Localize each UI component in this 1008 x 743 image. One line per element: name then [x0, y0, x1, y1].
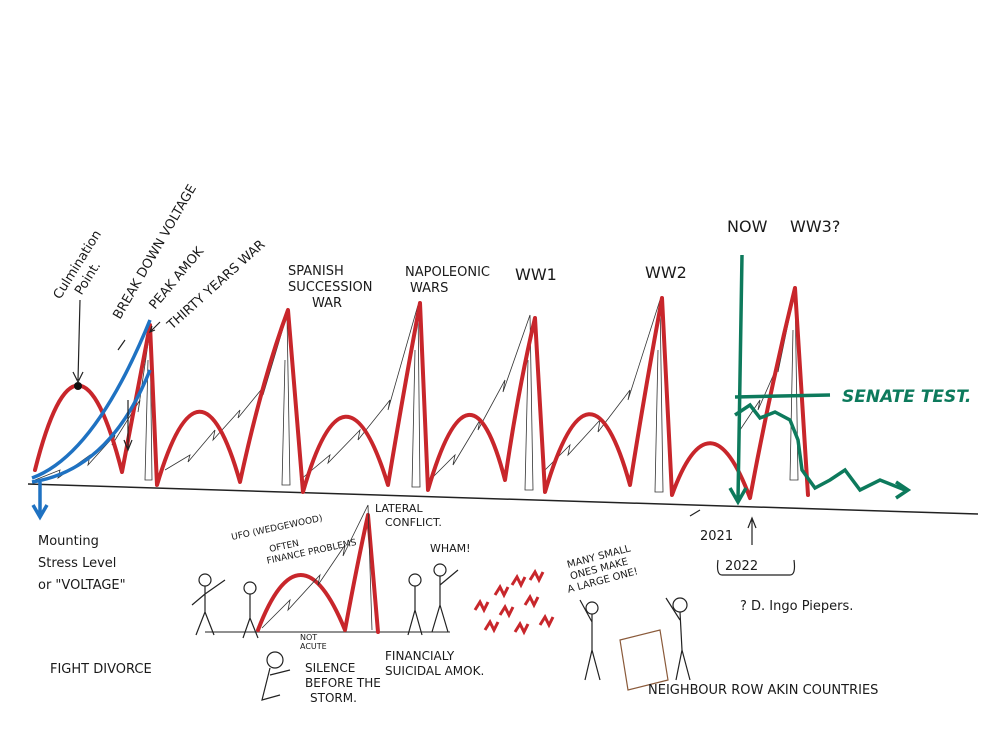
- label-line: Stress Level: [38, 556, 116, 571]
- label-line: NOT: [300, 633, 317, 642]
- label: ? D. Ingo Piepers.: [740, 599, 853, 614]
- label-line: STORM.: [310, 691, 357, 705]
- stress-wave: [33, 286, 810, 500]
- label-line: SUICIDAL AMOK.: [385, 664, 484, 678]
- label-line: SILENCE: [305, 661, 355, 675]
- label-line: ACUTE: [300, 642, 327, 651]
- label-line: NAPOLEONIC: [405, 265, 490, 280]
- label-line: CONFLICT.: [385, 516, 442, 529]
- voltage-lines: [31, 319, 152, 521]
- label-line: WARS: [410, 281, 448, 296]
- label: WHAM!: [430, 542, 471, 555]
- hatching: [34, 289, 799, 493]
- label-line: or "VOLTAGE": [38, 578, 126, 593]
- label-line: SUCCESSION: [288, 280, 372, 295]
- label: NOW: [727, 217, 768, 236]
- label: 2021: [700, 529, 733, 544]
- label: FIGHT DIVORCE: [50, 662, 152, 677]
- baseline: [27, 483, 979, 515]
- label: FINANCIALY SUICIDAL AMOK.: [385, 649, 484, 678]
- label: Mounting Stress Level or "VOLTAGE": [38, 534, 126, 593]
- arrows: [72, 299, 796, 576]
- small-conflicts: [473, 568, 555, 636]
- label: NOT ACUTE: [300, 633, 327, 651]
- label-line: LATERAL: [375, 502, 423, 515]
- figures: [191, 563, 691, 701]
- label: WW3?: [790, 217, 840, 236]
- label-line: BEFORE THE: [305, 676, 381, 690]
- label: SENATE TEST.: [842, 387, 971, 407]
- label: WW2: [645, 263, 687, 282]
- mini-wave: [256, 513, 380, 634]
- label-line: Mounting: [38, 534, 99, 549]
- label: LATERAL CONFLICT.: [375, 502, 442, 529]
- label: SPANISH SUCCESSION WAR: [288, 264, 372, 311]
- mini-hatching: [261, 504, 373, 631]
- label: NEIGHBOUR ROW AKIN COUNTRIES: [648, 683, 878, 698]
- label: NAPOLEONIC WARS: [405, 265, 490, 296]
- label: 2022: [725, 559, 758, 574]
- label-line: WAR: [312, 296, 342, 311]
- culmination-dot: [74, 382, 82, 390]
- label-line: SPANISH: [288, 264, 344, 279]
- label: WW1: [515, 265, 557, 284]
- label-line: FINANCIALY: [385, 649, 455, 663]
- label: SILENCE BEFORE THE STORM.: [305, 661, 381, 705]
- now-markers: [728, 254, 912, 506]
